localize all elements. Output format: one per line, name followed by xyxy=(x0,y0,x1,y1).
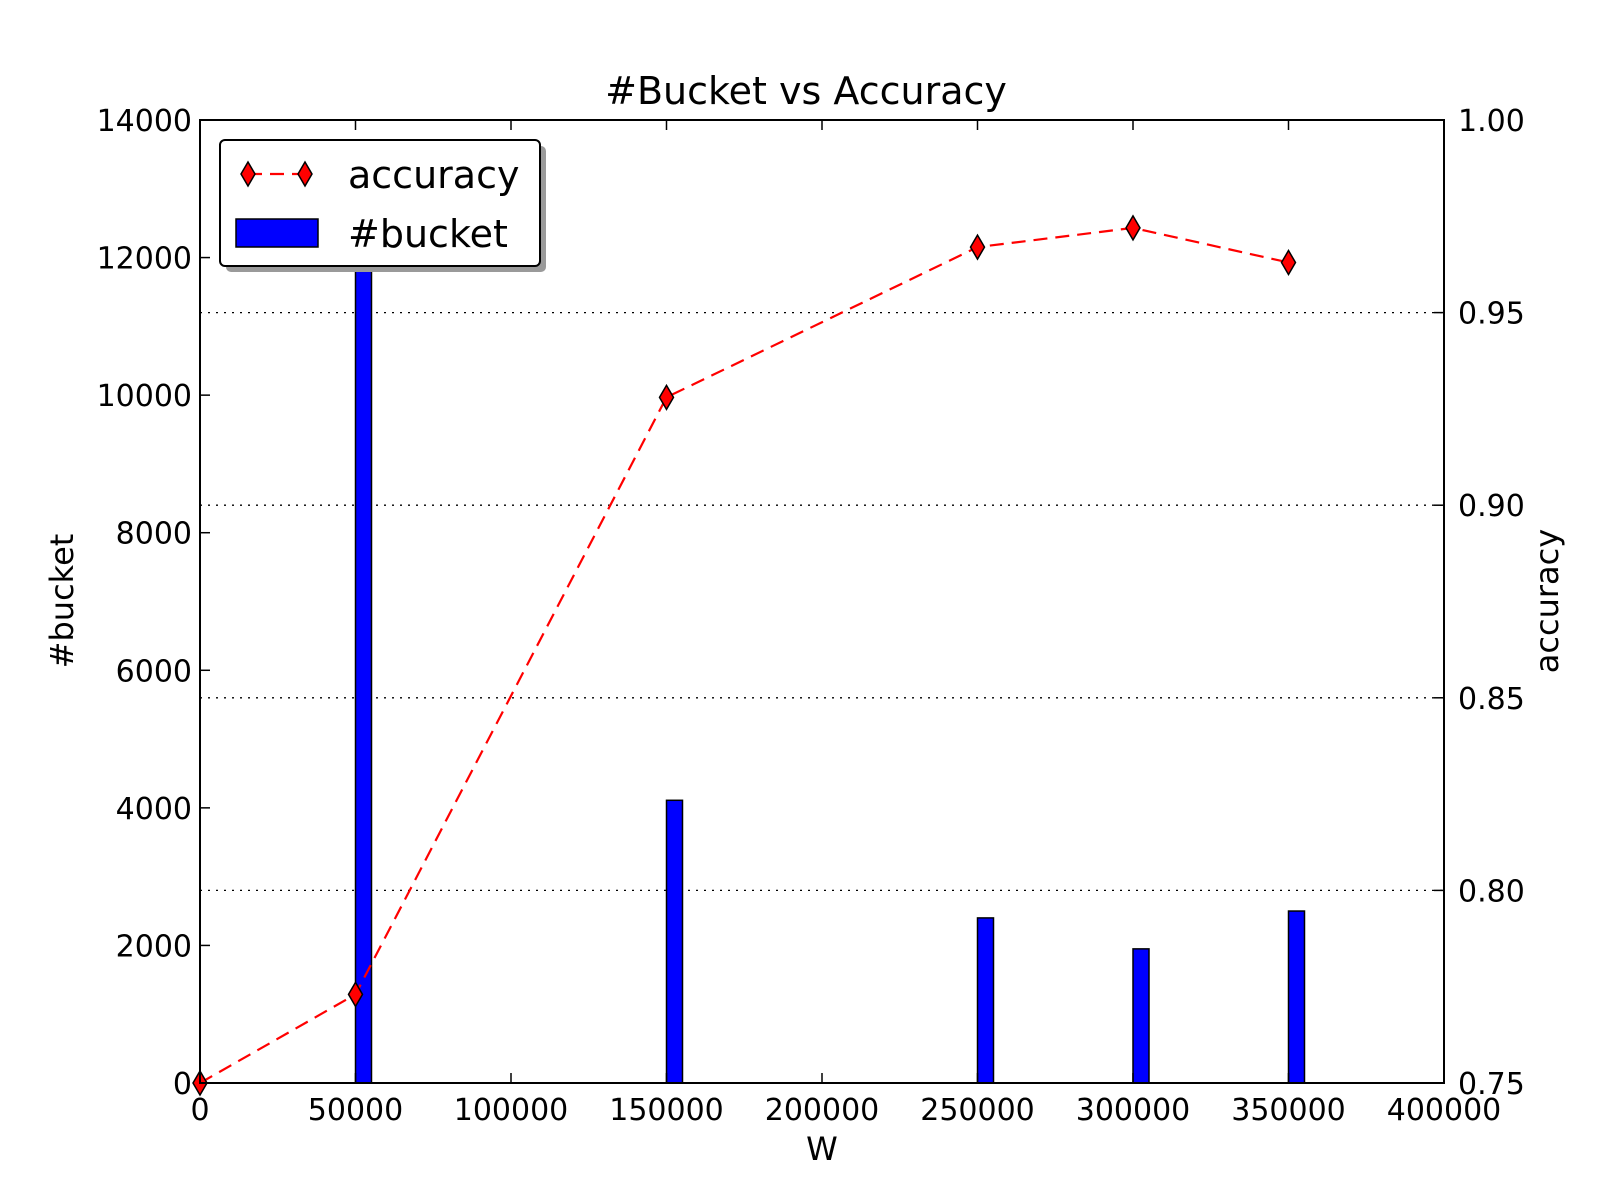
y2-tick-label: 0.95 xyxy=(1458,297,1525,332)
x-tick-label: 50000 xyxy=(308,1093,403,1128)
accuracy-point xyxy=(347,980,364,1008)
y-tick-labels: 0 2000 4000 6000 8000 10000 12000 14000 xyxy=(97,104,192,1102)
y-tick-label: 4000 xyxy=(116,792,192,827)
y2-axis-title: accuracy xyxy=(1528,529,1566,673)
y2-tick-label: 0.80 xyxy=(1458,874,1525,909)
bucket-bar xyxy=(1132,948,1150,1084)
y-tick-label: 6000 xyxy=(116,654,192,689)
x-tick-label: 150000 xyxy=(609,1093,724,1128)
bucket-bar xyxy=(354,256,373,1084)
y2-tick-label: 0.75 xyxy=(1458,1067,1525,1102)
axis-ticks xyxy=(199,119,1445,1084)
bucket-bar xyxy=(976,917,995,1084)
grid-lines xyxy=(200,311,1444,892)
y-tick-label: 2000 xyxy=(116,929,192,964)
x-tick-label: 300000 xyxy=(1076,1093,1191,1128)
y2-tick-label: 1.00 xyxy=(1458,104,1525,139)
y-tick-label: 10000 xyxy=(97,379,192,414)
legend-bucket-label: #bucket xyxy=(348,212,508,256)
accuracy-markers xyxy=(192,214,1297,1097)
x-tick-label: 100000 xyxy=(454,1093,569,1128)
legend-accuracy-label: accuracy xyxy=(348,153,519,197)
y-axis-title: #bucket xyxy=(43,534,81,669)
bucket-bars xyxy=(354,256,1306,1084)
x-tick-label: 250000 xyxy=(920,1093,1035,1128)
x-tick-label: 350000 xyxy=(1231,1093,1346,1128)
chart-title: #Bucket vs Accuracy xyxy=(605,69,1007,113)
legend-accuracy-marker-icon xyxy=(240,160,256,188)
y-tick-label: 0 xyxy=(173,1067,192,1102)
y2-tick-label: 0.90 xyxy=(1458,489,1525,524)
accuracy-point xyxy=(1125,214,1141,242)
x-tick-labels: 0 50000 100000 150000 200000 250000 300000 3500… xyxy=(190,1093,1501,1128)
accuracy-line xyxy=(199,226,1289,1084)
legend-bucket-swatch xyxy=(235,218,319,248)
legend: accuracy #bucket xyxy=(219,139,546,272)
bucket-bar xyxy=(1287,910,1306,1084)
x-axis-title: W xyxy=(806,1130,838,1168)
accuracy-point xyxy=(658,383,675,411)
bucket-bar xyxy=(665,799,684,1084)
x-tick-label: 400000 xyxy=(1387,1093,1502,1128)
x-tick-label: 200000 xyxy=(765,1093,880,1128)
legend-accuracy-marker-icon xyxy=(297,160,313,188)
y2-tick-label: 0.85 xyxy=(1458,682,1525,717)
accuracy-point xyxy=(1280,249,1297,277)
accuracy-point xyxy=(969,233,986,261)
y-tick-label: 12000 xyxy=(97,242,192,277)
y2-tick-labels: 0.75 0.80 0.85 0.90 0.95 1.00 xyxy=(1458,104,1525,1102)
y-tick-label: 14000 xyxy=(97,104,192,139)
y-tick-label: 8000 xyxy=(116,517,192,552)
x-tick-label: 0 xyxy=(190,1093,209,1128)
